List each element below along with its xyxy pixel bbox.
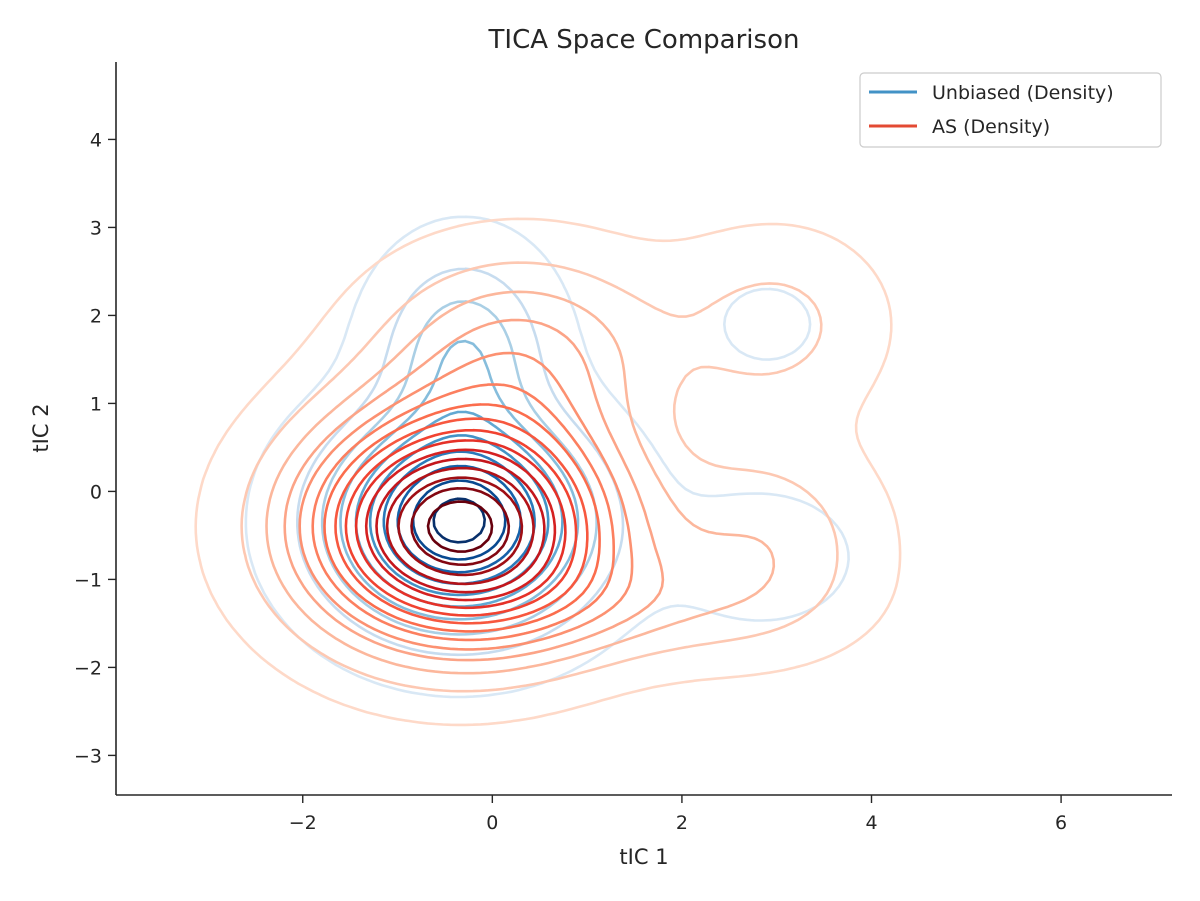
x-tick-label: −2 [289,812,317,834]
y-tick-label: 3 [90,217,102,239]
contour-level-as-6 [323,403,601,633]
x-axis-label: tIC 1 [619,845,668,869]
contour-level-as-11 [375,457,546,594]
x-tick-label: 2 [676,812,688,834]
y-tick-label: −1 [74,569,102,591]
contour-level-unbiased-8 [411,479,507,561]
y-tick-label: 4 [90,129,102,151]
contour-level-as-0 [194,217,902,727]
legend-box [859,72,1162,148]
plot-area [194,215,902,727]
contour-level-as-2 [265,290,776,675]
contour-level-as-13 [397,476,524,577]
contour-level-unbiased-5 [368,434,550,597]
y-axis-label: tIC 2 [29,403,53,452]
y-tick-label: 2 [90,305,102,327]
contour-level-unbiased-0 [244,215,850,699]
contour-level-as-10 [364,448,557,602]
axes: −2 0 2 4 6 −3 −2 −1 0 1 2 3 4 [74,62,1172,834]
contour-level-as-15 [426,500,494,553]
contour-level-as-1 [240,261,839,693]
legend: Unbiased (Density) AS (Density) [859,72,1162,148]
y-tick-label: −2 [74,657,102,679]
contour-level-as-12 [385,466,535,586]
legend-label-as: AS (Density) [932,116,1050,138]
y-tick-label: −3 [74,745,102,767]
contour-level-as-5 [311,383,615,642]
contour-level-as-4 [298,351,634,651]
legend-label-unbiased: Unbiased (Density) [932,82,1114,104]
contour-level-as-9 [354,439,567,610]
x-tick-label: 4 [865,812,877,834]
y-tick-label: 1 [90,393,102,415]
y-tick-label: 0 [90,481,102,503]
x-tick-label: 0 [486,812,498,834]
contour-level-as-14 [410,487,511,566]
x-tick-label: 6 [1055,812,1067,834]
contour-level-as-3 [283,318,665,662]
chart-title: TICA Space Comparison [488,25,800,55]
contour-level-as-7 [334,417,589,625]
contour-level-as-8 [344,428,578,617]
